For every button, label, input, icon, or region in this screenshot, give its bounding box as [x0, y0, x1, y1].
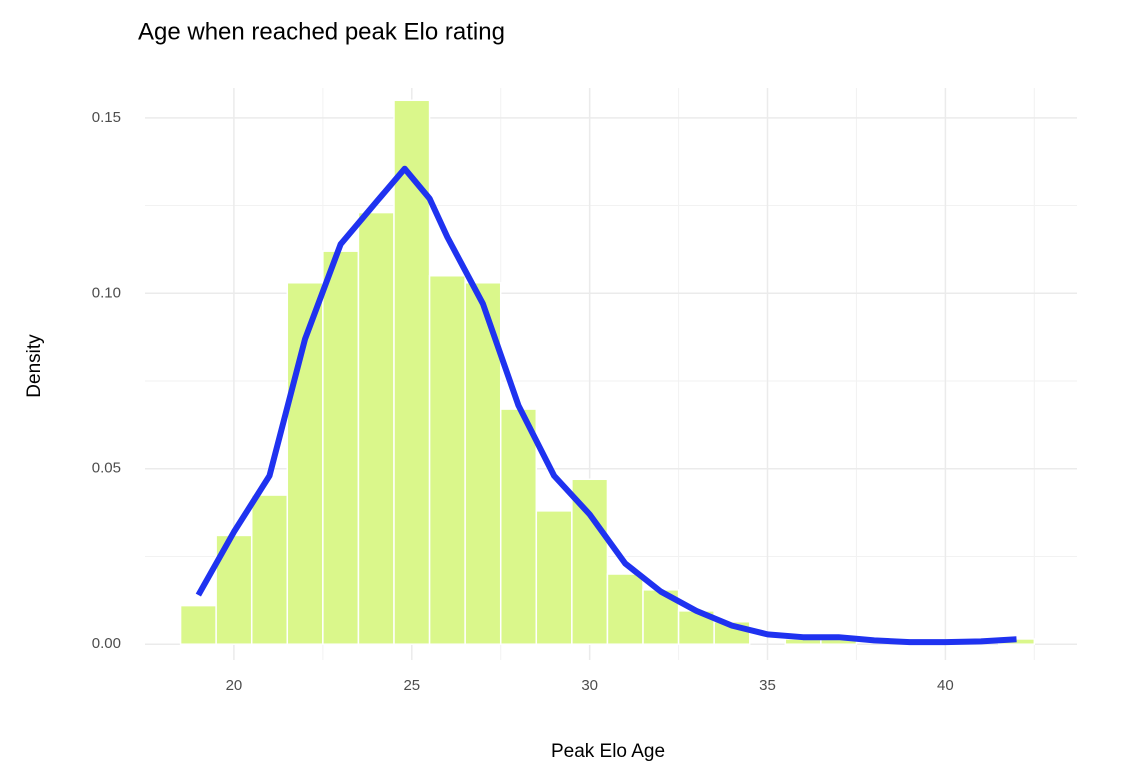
- bar: [428, 274, 466, 645]
- x-tick-label: 40: [937, 677, 954, 694]
- x-tick-label: 35: [759, 677, 776, 694]
- y-tick-label: 0.05: [92, 460, 121, 477]
- bar: [535, 510, 573, 645]
- bar: [357, 211, 395, 645]
- bar: [571, 478, 609, 645]
- chart-title: Age when reached peak Elo rating: [138, 18, 505, 45]
- bar: [179, 604, 217, 645]
- bar: [250, 494, 289, 645]
- density-line: [195, 165, 1017, 646]
- x-tick-label: 30: [581, 677, 598, 694]
- bar: [606, 573, 644, 645]
- y-tick-label: 0.15: [92, 109, 121, 126]
- x-tick-label: 20: [226, 677, 243, 694]
- bar: [393, 99, 431, 645]
- x-tick-label: 25: [403, 677, 420, 694]
- marks: [179, 99, 1036, 646]
- y-axis-title: Density: [24, 334, 45, 398]
- bar: [215, 534, 253, 645]
- y-tick-label: 0.00: [92, 635, 121, 652]
- y-tick-label: 0.10: [92, 284, 121, 301]
- bar: [499, 408, 538, 645]
- bar: [322, 250, 360, 645]
- x-axis-title: Peak Elo Age: [551, 741, 665, 762]
